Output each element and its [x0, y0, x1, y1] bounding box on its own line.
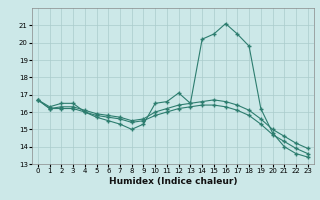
X-axis label: Humidex (Indice chaleur): Humidex (Indice chaleur)	[108, 177, 237, 186]
